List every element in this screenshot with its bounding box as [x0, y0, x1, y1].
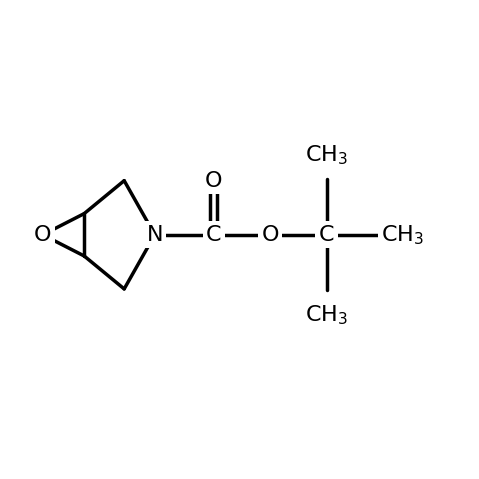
Text: C: C: [319, 225, 334, 245]
Text: O: O: [262, 225, 279, 245]
Text: CH$_3$: CH$_3$: [381, 223, 424, 247]
Text: O: O: [205, 171, 222, 191]
Text: CH$_3$: CH$_3$: [305, 303, 348, 327]
Text: O: O: [34, 225, 52, 245]
Text: N: N: [147, 225, 163, 245]
Text: CH$_3$: CH$_3$: [305, 143, 348, 167]
Text: C: C: [206, 225, 221, 245]
